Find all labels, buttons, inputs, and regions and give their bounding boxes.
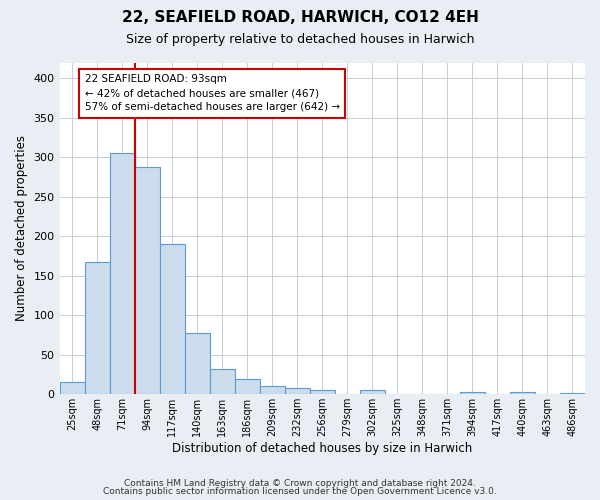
Text: Contains HM Land Registry data © Crown copyright and database right 2024.: Contains HM Land Registry data © Crown c… bbox=[124, 478, 476, 488]
Bar bbox=[460, 392, 485, 394]
Bar bbox=[160, 244, 185, 394]
Bar bbox=[209, 369, 235, 394]
Bar bbox=[185, 332, 209, 394]
Bar bbox=[134, 167, 160, 394]
Bar bbox=[85, 262, 110, 394]
Text: 22, SEAFIELD ROAD, HARWICH, CO12 4EH: 22, SEAFIELD ROAD, HARWICH, CO12 4EH bbox=[122, 10, 478, 25]
Text: Size of property relative to detached houses in Harwich: Size of property relative to detached ho… bbox=[126, 32, 474, 46]
Bar bbox=[235, 380, 260, 394]
Bar bbox=[110, 154, 134, 394]
Bar bbox=[310, 390, 335, 394]
X-axis label: Distribution of detached houses by size in Harwich: Distribution of detached houses by size … bbox=[172, 442, 472, 455]
Bar bbox=[260, 386, 285, 394]
Bar bbox=[510, 392, 535, 394]
Bar bbox=[360, 390, 385, 394]
Bar bbox=[59, 382, 85, 394]
Text: 22 SEAFIELD ROAD: 93sqm
← 42% of detached houses are smaller (467)
57% of semi-d: 22 SEAFIELD ROAD: 93sqm ← 42% of detache… bbox=[85, 74, 340, 112]
Text: Contains public sector information licensed under the Open Government Licence v3: Contains public sector information licen… bbox=[103, 487, 497, 496]
Y-axis label: Number of detached properties: Number of detached properties bbox=[15, 136, 28, 322]
Bar bbox=[285, 388, 310, 394]
Bar bbox=[560, 392, 585, 394]
